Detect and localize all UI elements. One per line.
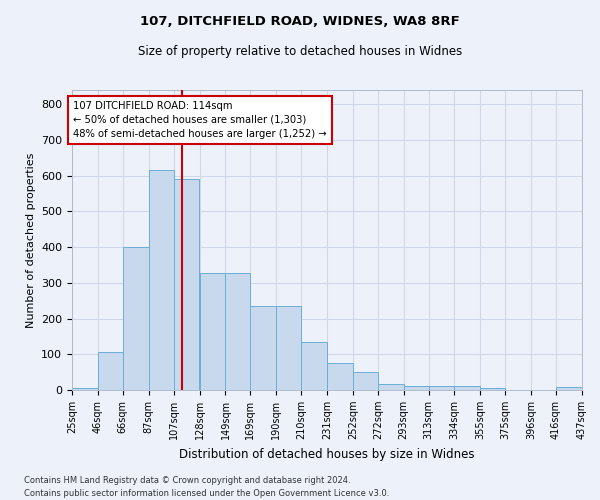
Text: 107 DITCHFIELD ROAD: 114sqm
← 50% of detached houses are smaller (1,303)
48% of : 107 DITCHFIELD ROAD: 114sqm ← 50% of det… [73,100,327,138]
Y-axis label: Number of detached properties: Number of detached properties [26,152,35,328]
Bar [378,384,404,390]
Bar [455,386,481,390]
Bar [301,342,327,390]
Bar [123,247,149,390]
Text: Contains public sector information licensed under the Open Government Licence v3: Contains public sector information licen… [24,488,389,498]
Bar [149,170,173,390]
Bar [428,386,455,390]
Text: Size of property relative to detached houses in Widnes: Size of property relative to detached ho… [138,45,462,58]
Bar [276,306,301,390]
Text: Contains HM Land Registry data © Crown copyright and database right 2024.: Contains HM Land Registry data © Crown c… [24,476,350,485]
Bar [327,362,353,390]
Bar [199,273,226,390]
Bar [173,180,199,390]
Bar [481,388,505,390]
Bar [353,372,378,390]
Bar [226,273,250,390]
Bar [250,306,276,390]
Bar [72,388,98,390]
Bar [98,352,123,390]
Bar [404,386,428,390]
Text: 107, DITCHFIELD ROAD, WIDNES, WA8 8RF: 107, DITCHFIELD ROAD, WIDNES, WA8 8RF [140,15,460,28]
X-axis label: Distribution of detached houses by size in Widnes: Distribution of detached houses by size … [179,448,475,460]
Bar [556,387,582,390]
